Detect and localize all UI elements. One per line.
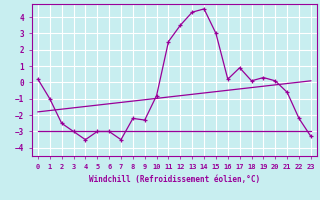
X-axis label: Windchill (Refroidissement éolien,°C): Windchill (Refroidissement éolien,°C) bbox=[89, 175, 260, 184]
